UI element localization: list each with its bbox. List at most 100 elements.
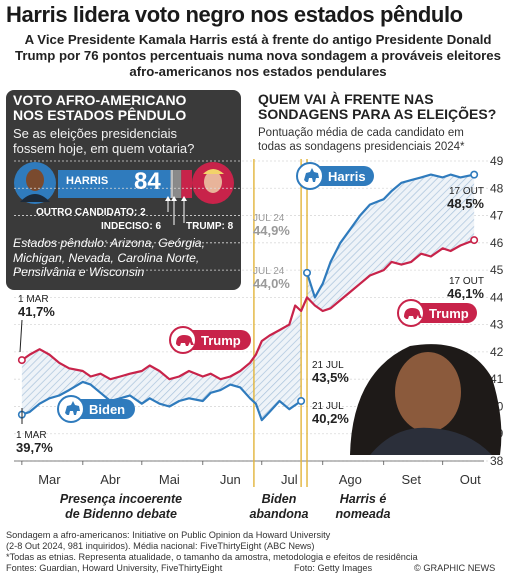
arrow-up-icon: [181, 196, 187, 201]
data-label-date: 17 OUT: [449, 276, 484, 287]
x-tick-label: Mai: [159, 472, 180, 487]
harris-endpoint: [470, 170, 479, 179]
data-label-date: 17 OUT: [449, 186, 484, 197]
data-label-value: 48,5%: [447, 196, 484, 211]
y-tick-label: 41: [490, 372, 504, 386]
data-label-value: 46,1%: [447, 286, 484, 301]
poll-bar-segment-other: [170, 170, 174, 198]
chart-title-line-1: QUEM VAI À FRENTE NAS: [258, 91, 434, 107]
trump-endpoint: [470, 236, 479, 245]
x-tick-label: Set: [401, 472, 421, 487]
trump-hair-icon: [203, 169, 224, 174]
states-line-3: Pensilvânia e Wisconsin: [13, 265, 145, 279]
y-axis-ticks: 38 39 40 41 42 43 44 45 46 47 48 49: [490, 154, 504, 468]
y-tick-label: 49: [490, 154, 504, 168]
svg-text:Trump: Trump: [201, 333, 241, 348]
y-tick-label: 47: [490, 209, 504, 223]
panel-title: VOTO AFRO-AMERICANO NOS ESTADOS PÊNDULO: [13, 93, 186, 123]
data-label-value: 40,2%: [312, 411, 349, 426]
svg-text:Harris: Harris: [328, 169, 366, 184]
event-caption-harris-nominated: Harris é nomeada: [330, 492, 396, 522]
trump-face-icon: [204, 171, 222, 193]
data-label-value: 41,7%: [18, 304, 55, 319]
trump-tag-early: Trump: [169, 326, 251, 354]
panel-question-line-1: Se as eleições presidenciais: [13, 126, 178, 141]
harris-bar-value: 84: [134, 168, 161, 195]
harris-trump-gap-area: [307, 174, 475, 311]
y-tick-label: 38: [490, 454, 504, 468]
x-tick-label: Jul: [281, 472, 298, 487]
trump-tag-recent-icon: [404, 308, 422, 319]
y-tick-label: 46: [490, 236, 504, 250]
chart-subtitle-line-2: todas as sondagens presidenciais 2024*: [258, 141, 465, 153]
data-label-value: 43,5%: [312, 370, 349, 385]
event-caption-debate: Presença incoerente de Bidenno debate: [41, 492, 201, 522]
trump-tag-recent: Trump: [397, 299, 477, 327]
brand-credit: © GRAPHIC NEWS: [414, 563, 496, 573]
harris-endpoint: [303, 268, 312, 277]
data-label-date: JUL 24: [253, 213, 285, 224]
harris-photo: [350, 344, 502, 455]
chart-title: QUEM VAI À FRENTE NAS SONDAGENS PARA AS …: [258, 92, 496, 122]
x-axis-ticks: Mar Abr Mai Jun Jul Ago Set Out: [21, 461, 481, 487]
trump-share-label: TRUMP: 8: [186, 221, 234, 232]
biden-line: [21, 380, 302, 422]
undecided-label: INDECISO: 6: [101, 221, 162, 232]
biden-endpoint: [17, 410, 26, 419]
footnotes: Sondagem a afro-americanos: Initiative o…: [6, 530, 511, 574]
poll-bar-segment-harris: [58, 170, 171, 198]
data-label-date: 1 MAR: [16, 430, 47, 441]
y-tick-label: 42: [490, 345, 504, 359]
event-caption-harris-line-2: nomeada: [335, 507, 391, 521]
event-caption-debate-line-1: Presença incoerente: [59, 492, 183, 506]
poll-bar: [58, 170, 192, 198]
data-label-value: 44,9%: [253, 223, 290, 238]
x-tick-label: Jun: [220, 472, 241, 487]
chart-title-line-2: SONDAGENS PARA AS ELEIÇÕES?: [258, 106, 497, 122]
y-tick-label: 43: [490, 318, 504, 332]
y-tick-label: 39: [490, 427, 504, 441]
chart-subtitle: Pontuação média de cada candidato em tod…: [258, 126, 503, 154]
svg-text:Trump: Trump: [429, 306, 469, 321]
harris-line: [305, 173, 475, 299]
data-label-date: 21 JUL: [312, 401, 344, 412]
x-tick-label: Out: [460, 472, 481, 487]
standfirst: A Vice Presidente Kamala Harris está à f…: [15, 32, 501, 79]
y-tick-label: 40: [490, 399, 504, 413]
chart-subtitle-line-1: Pontuação média de cada candidato em: [258, 127, 464, 139]
x-tick-label: Ago: [339, 472, 362, 487]
harris-bar-label: HARRIS: [66, 175, 109, 187]
arrow-up-icon: [165, 196, 171, 201]
harris-tag: Harris: [296, 162, 374, 190]
y-tick-label: 44: [490, 290, 504, 304]
trump-tag-early-icon: [176, 335, 194, 346]
trump-biden-gap-area: [21, 311, 302, 421]
biden-tag: Biden: [57, 395, 135, 423]
data-label-value: 39,7%: [16, 440, 53, 455]
footnote-sources: Fontes: Guardian, Howard University, Fiv…: [6, 563, 223, 573]
poll-bar-segment-undecided: [173, 170, 182, 198]
panel-question-line-2: fossem hoje, em quem votaria?: [13, 141, 195, 156]
event-caption-biden-withdraws: Biden abandona: [248, 492, 310, 522]
footnote-line-1: Sondagem a afro-americanos: Initiative o…: [6, 530, 331, 540]
y-tick-label: 45: [490, 263, 504, 277]
poll-bar-graphic: [14, 162, 234, 225]
headline: Harris lidera voto negro nos estados pên…: [6, 2, 463, 27]
x-tick-label: Mar: [38, 472, 61, 487]
event-caption-biden-line-1: Biden: [261, 492, 297, 506]
callout-arrow: [19, 319, 23, 353]
event-caption-debate-line-2: de Bidenno debate: [65, 507, 177, 521]
data-label-date: 1 MAR: [18, 294, 49, 305]
states-line-2: Michigan, Nevada, Carolina Norte,: [13, 250, 200, 265]
panel-title-line-1: VOTO AFRO-AMERICANO: [13, 92, 187, 108]
event-caption-biden-line-2: abandona: [249, 507, 309, 521]
harris-shoulders-icon: [20, 194, 50, 202]
harris-face-icon: [26, 169, 44, 191]
poll-panel: VOTO AFRO-AMERICANO NOS ESTADOS PÊNDULO …: [6, 90, 241, 290]
swing-states-note: Estados pêndulo: Arizona, Geórgia, Michi…: [13, 236, 237, 280]
states-line-1: Estados pêndulo: Arizona, Geórgia,: [13, 236, 205, 250]
harris-tag-icon: [304, 168, 319, 182]
panel-question: Se as eleições presidenciais fossem hoje…: [13, 126, 194, 156]
data-label-date: 21 JUL: [312, 360, 344, 371]
y-tick-label: 48: [490, 181, 504, 195]
